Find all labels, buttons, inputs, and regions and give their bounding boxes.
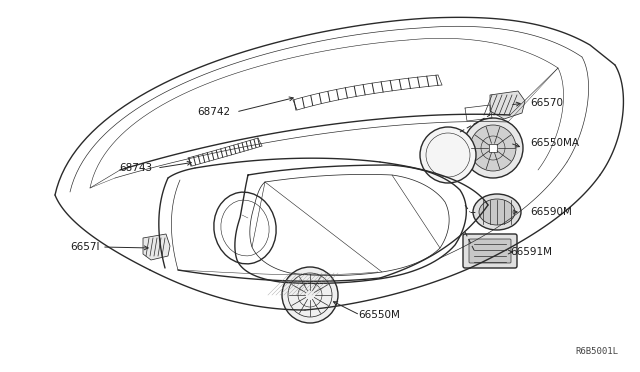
- Text: 66550MA: 66550MA: [530, 138, 579, 148]
- FancyBboxPatch shape: [469, 239, 511, 263]
- Circle shape: [463, 118, 523, 178]
- Text: 66591M: 66591M: [510, 247, 552, 257]
- Text: 68742: 68742: [197, 107, 230, 117]
- Text: 68743: 68743: [119, 163, 152, 173]
- Ellipse shape: [473, 194, 521, 230]
- Circle shape: [282, 267, 338, 323]
- Text: 6657l: 6657l: [70, 242, 100, 252]
- Circle shape: [420, 127, 476, 183]
- Polygon shape: [490, 91, 525, 119]
- Text: 66570: 66570: [530, 98, 563, 108]
- Text: 66550M: 66550M: [358, 310, 400, 320]
- Text: R6B5001L: R6B5001L: [575, 347, 618, 356]
- FancyBboxPatch shape: [463, 234, 517, 268]
- Circle shape: [470, 125, 516, 171]
- Polygon shape: [143, 234, 170, 260]
- Text: 66590M: 66590M: [530, 207, 572, 217]
- Ellipse shape: [479, 199, 515, 225]
- FancyBboxPatch shape: [489, 144, 497, 152]
